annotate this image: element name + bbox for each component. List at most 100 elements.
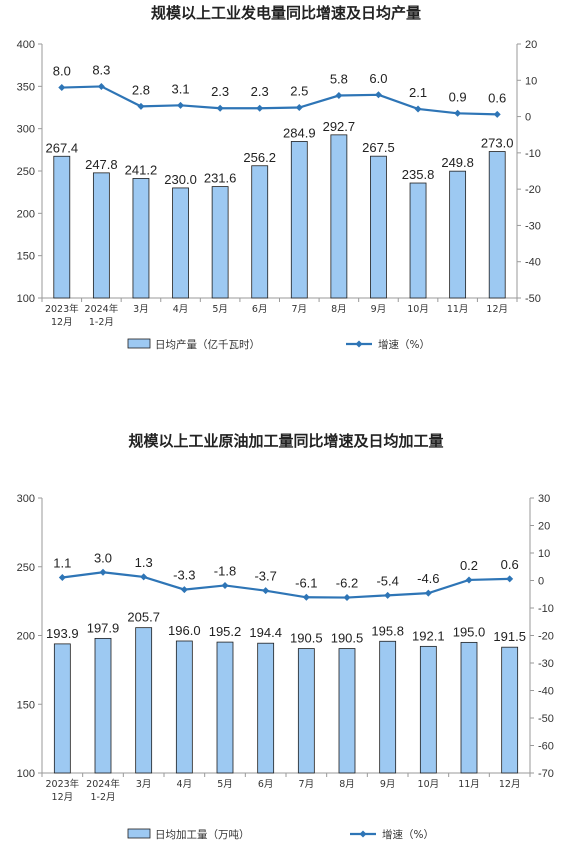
bar [297, 648, 315, 774]
line-value-label: 8.3 [92, 62, 110, 77]
bar [132, 178, 150, 299]
line-point [262, 587, 270, 595]
x-tick-label: 5月 [212, 304, 228, 315]
line-value-label: 0.2 [460, 558, 478, 573]
x-tick-label: 6月 [252, 304, 268, 315]
y-right-tick-label: -30 [525, 220, 541, 232]
y-left-tick-label: 300 [17, 124, 35, 136]
y-left-tick-label: 200 [17, 631, 35, 643]
line-value-label: 6.0 [369, 71, 387, 86]
bar-value-label: 190.5 [290, 631, 323, 646]
line-point [58, 573, 66, 581]
y-left-tick-label: 250 [17, 166, 35, 178]
y-right-tick-label: -10 [525, 148, 541, 160]
line-point [335, 92, 343, 100]
y-right-tick-label: 10 [525, 75, 537, 87]
bar-value-label: 196.0 [168, 623, 201, 638]
x-tick-label: 3月 [136, 779, 152, 790]
bar-value-label: 195.0 [453, 624, 486, 639]
line-value-label: 0.6 [488, 90, 506, 105]
bar [175, 640, 193, 774]
y-right-tick-label: -40 [538, 686, 554, 698]
legend-line-marker [355, 340, 363, 348]
legend-line-marker [359, 830, 367, 838]
chart-title: 规模以上工业发电量同比增速及日均产量 [151, 4, 421, 22]
bar-value-label: 247.8 [85, 157, 118, 172]
x-tick-label: 8月 [331, 304, 347, 315]
bar-value-label: 191.5 [493, 629, 526, 644]
x-tick-label: 2024年 [85, 303, 119, 315]
bar-value-label: 230.0 [164, 172, 197, 187]
y-right-tick-label: 30 [538, 493, 550, 505]
y-right-tick-label: -50 [538, 713, 554, 725]
bar-value-label: 267.4 [46, 140, 79, 155]
line-point [493, 110, 501, 118]
line-value-label: 2.8 [132, 82, 150, 97]
line-value-label: 0.6 [501, 557, 519, 572]
line-value-label: 5.8 [330, 72, 348, 87]
line-point [137, 102, 145, 110]
bar-value-label: 241.2 [125, 162, 158, 177]
line-value-label: -6.2 [336, 576, 358, 591]
bar [460, 641, 478, 774]
line-value-label: 0.9 [449, 89, 467, 104]
bar [409, 182, 427, 299]
legend: 日均加工量（万吨） 增速（%） [127, 828, 434, 841]
line-point [424, 589, 432, 597]
line-value-label: 2.3 [211, 84, 229, 99]
bar-value-label: 249.8 [441, 155, 474, 170]
growth-line [61, 85, 498, 116]
x-tick-label: 7月 [299, 779, 315, 790]
y-right-tick-label: -70 [538, 768, 554, 780]
y-left-tick-label: 150 [17, 699, 35, 711]
line-point [343, 594, 351, 602]
line-value-label: 2.5 [290, 84, 308, 99]
bar-value-label: 190.5 [331, 631, 364, 646]
y-right-tick-label: 20 [525, 39, 537, 51]
bar [92, 172, 110, 299]
bar-value-label: 205.7 [127, 610, 160, 625]
x-tick-label: 5月 [217, 779, 233, 790]
x-tick-label: 2023年 [45, 778, 79, 790]
line-point [414, 105, 422, 113]
chart-2: 规模以上工业原油加工量同比增速及日均加工量100150200250300-70-… [17, 432, 554, 841]
x-tick-label: 2023年 [45, 303, 79, 315]
bar-value-label: 197.9 [87, 620, 120, 635]
x-tick-label: 12月 [499, 779, 521, 790]
x-tick-label: 12月 [52, 792, 74, 803]
legend-bar-label: 日均加工量（万吨） [155, 828, 250, 841]
line-point [177, 101, 185, 109]
y-left-tick-label: 100 [17, 768, 35, 780]
y-right-tick-label: -20 [525, 184, 541, 196]
y-right-tick-label: -20 [538, 631, 554, 643]
line-value-label: 3.1 [172, 81, 190, 96]
bar [338, 648, 356, 774]
bar-value-label: 284.9 [283, 125, 316, 140]
y-left-tick-label: 350 [17, 81, 35, 93]
x-tick-label: 4月 [173, 304, 189, 315]
x-tick-label: 1-2月 [90, 792, 115, 803]
legend: 日均产量（亿千瓦时） 增速（%） [127, 338, 430, 351]
y-left-tick-label: 150 [17, 251, 35, 263]
bar [94, 637, 112, 774]
bar-value-label: 195.8 [371, 623, 404, 638]
bar [488, 151, 506, 299]
y-right-tick-label: -10 [538, 603, 554, 615]
y-left-tick-label: 200 [17, 208, 35, 220]
line-point [506, 575, 514, 583]
line-point [384, 591, 392, 599]
x-tick-label: 3月 [133, 304, 149, 315]
line-value-label: 8.0 [53, 64, 71, 79]
line-point [99, 568, 107, 576]
bar [379, 640, 397, 774]
line-point [374, 91, 382, 99]
chart-title: 规模以上工业原油加工量同比增速及日均加工量 [128, 432, 443, 450]
x-tick-label: 6月 [258, 779, 274, 790]
bar-value-label: 292.7 [323, 119, 356, 134]
bar-value-label: 192.1 [412, 628, 445, 643]
x-tick-label: 9月 [380, 779, 396, 790]
x-tick-label: 10月 [418, 779, 440, 790]
bar [290, 141, 308, 299]
legend-line-label: 增速（%） [382, 828, 434, 841]
